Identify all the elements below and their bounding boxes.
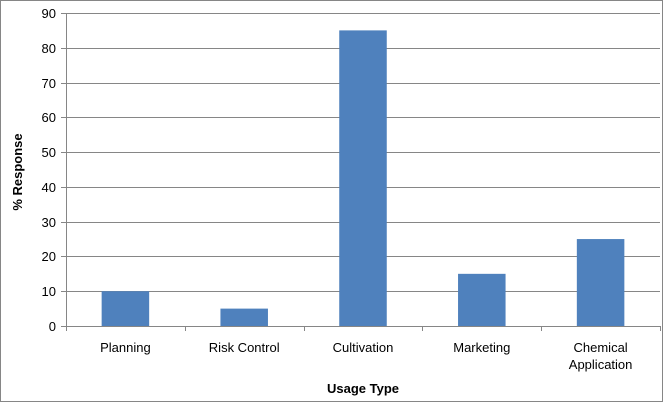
y-tick-label: 10 [42,284,56,299]
bar-2 [339,30,387,327]
y-tick-label: 40 [42,180,56,195]
y-tick-label: 0 [49,319,56,334]
y-tick-label: 50 [42,145,56,160]
axes [61,13,661,331]
y-tick-label: 30 [42,215,56,230]
bar-0 [101,291,150,326]
y-tick-label: 80 [42,41,56,56]
bars [101,30,625,327]
bar-1 [220,308,268,326]
y-tick-label: 20 [42,249,56,264]
y-axis-title: % Response [10,133,25,210]
y-tick-label: 70 [42,76,56,91]
x-tick-label: Risk Control [209,340,280,355]
x-tick-label: Marketing [453,340,510,355]
x-tick-labels: Planning Risk Control Cultivation Marketing… [100,340,632,372]
y-tick-label: 90 [42,6,56,21]
x-axis-title: Usage Type [327,381,399,396]
bar-3 [458,273,506,326]
y-tick-labels: 0 10 20 30 40 50 60 70 80 90 [42,6,56,334]
x-tick-label: Planning [100,340,151,355]
x-tick-label: Application [569,357,633,372]
bar-4 [576,239,625,326]
x-tick-label: Cultivation [333,340,394,355]
x-tick-label: Chemical [574,340,628,355]
y-tick-label: 60 [42,110,56,125]
